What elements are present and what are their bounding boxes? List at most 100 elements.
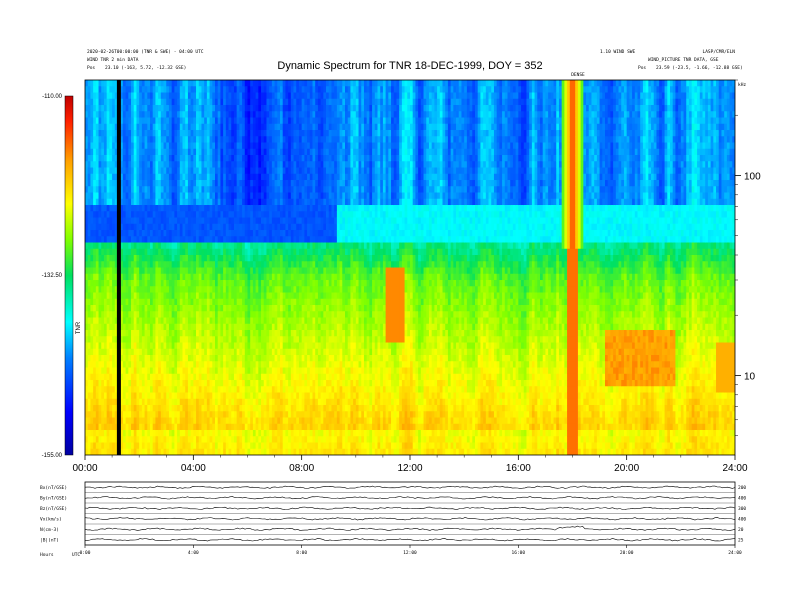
spectrogram-cell <box>252 286 257 293</box>
spectrogram-cell <box>95 217 99 225</box>
spectrogram-cell <box>158 348 162 356</box>
spectrogram-cell <box>87 230 91 237</box>
spectrogram-cell <box>271 267 275 275</box>
spectrogram-cell <box>247 398 251 406</box>
spectrogram-cell <box>239 305 243 312</box>
spectrogram-cell <box>166 423 170 431</box>
spectrogram-cell <box>223 355 227 362</box>
spectrogram-cell <box>125 80 129 87</box>
spectrogram-cell <box>193 273 197 281</box>
spectrogram-cell <box>168 123 173 131</box>
spectrogram-cell <box>293 180 297 187</box>
spectrogram-cell <box>109 248 113 256</box>
spectrogram-cell <box>147 348 151 356</box>
spectrogram-cell <box>182 286 186 293</box>
spectrogram-cell <box>285 430 289 437</box>
spectrogram-cell <box>266 411 270 418</box>
spectrogram-cell <box>101 236 105 243</box>
spectrogram-cell <box>258 123 262 131</box>
spectrogram-cell <box>209 423 213 431</box>
spectrogram-cell <box>90 417 94 425</box>
spectrogram-cell <box>220 86 224 93</box>
spectrogram-cell <box>158 123 162 131</box>
spectrogram-cell <box>288 186 292 193</box>
spectrogram-cell <box>250 186 254 193</box>
spectrogram-cell <box>250 392 254 400</box>
spectrogram-cell <box>274 248 278 256</box>
spectrogram-cell <box>141 161 145 168</box>
spectrogram-cell <box>190 98 194 106</box>
spectrogram-cell <box>239 361 243 368</box>
spectrogram-cell <box>209 255 213 262</box>
spectrogram-cell <box>206 236 210 243</box>
spectrogram-cell <box>120 355 124 362</box>
spectrogram-cell <box>182 311 186 318</box>
spectrogram-cell <box>131 255 135 262</box>
spectrogram-cell <box>236 342 240 350</box>
spectrogram-cell <box>182 142 186 150</box>
spectrogram-cell <box>131 442 135 450</box>
spectrogram-cell <box>150 398 154 406</box>
spectrogram-cell <box>160 280 164 287</box>
spectrogram-cell <box>236 273 240 281</box>
spectrogram-cell <box>290 130 294 137</box>
spectrogram-cell <box>109 423 113 431</box>
spectrogram-cell <box>152 148 156 156</box>
spectrogram-cell <box>131 248 135 256</box>
spectrogram-cell <box>288 148 292 156</box>
spectrogram-cell <box>206 292 210 300</box>
spectrogram-cell <box>269 92 273 100</box>
spectrogram-cell <box>204 448 208 455</box>
spectrogram-cell <box>103 323 108 331</box>
spectrogram-cell <box>288 373 292 381</box>
spectrogram-cell <box>236 248 240 256</box>
spectrogram-cell <box>128 317 132 325</box>
spectrogram-cell <box>228 192 232 200</box>
spectrogram-cell <box>114 373 118 381</box>
spectrogram-cell <box>125 111 129 118</box>
spectrogram-cell <box>252 180 257 187</box>
spectrogram-cell <box>95 261 99 268</box>
spectrogram-cell <box>87 273 91 281</box>
spectrogram-cell <box>296 298 300 306</box>
spectrogram-cell <box>206 261 210 268</box>
spectrogram-cell <box>255 123 259 131</box>
spectrogram-cell <box>258 198 262 206</box>
spectrogram-cell <box>171 442 175 450</box>
spectrogram-cell <box>136 205 140 212</box>
spectrogram-cell <box>266 286 270 293</box>
spectrogram-cell <box>106 323 110 331</box>
spectrogram-cell <box>236 98 240 106</box>
spectrogram-cell <box>101 273 105 281</box>
spectrogram-cell <box>271 236 275 243</box>
spectrogram-cell <box>103 217 108 225</box>
spectrogram-cell <box>125 230 129 237</box>
spectrogram-cell <box>266 248 270 256</box>
spectrogram-cell <box>217 305 221 312</box>
spectrogram-cell <box>133 255 137 262</box>
spectrogram-cell <box>220 167 224 175</box>
spectrogram-cell <box>261 92 265 100</box>
spectrogram-cell <box>242 242 246 250</box>
spectrogram-cell <box>198 155 202 162</box>
spectrogram-cell <box>166 417 170 425</box>
spectrogram-cell <box>220 261 224 268</box>
spectrogram-cell <box>304 405 308 412</box>
spectrogram-cell <box>304 348 308 356</box>
spectrogram-cell <box>168 205 173 212</box>
spectrogram-cell <box>158 330 162 337</box>
spectrogram-cell <box>242 361 246 368</box>
spectrogram-cell <box>128 261 132 268</box>
spectrogram-cell <box>252 392 257 400</box>
spectrogram-cell <box>139 161 143 168</box>
spectrogram-cell <box>103 286 108 293</box>
spectrogram-cell <box>236 211 240 218</box>
spectrogram-cell <box>101 436 105 443</box>
spectrogram-cell <box>215 230 219 237</box>
spectrogram-cell <box>150 292 154 300</box>
spectrogram-cell <box>244 392 248 400</box>
spectrogram-cell <box>147 430 151 437</box>
spectrogram-cell <box>288 130 292 137</box>
spectrogram-cell <box>101 167 105 175</box>
spectrogram-cell <box>271 255 275 262</box>
